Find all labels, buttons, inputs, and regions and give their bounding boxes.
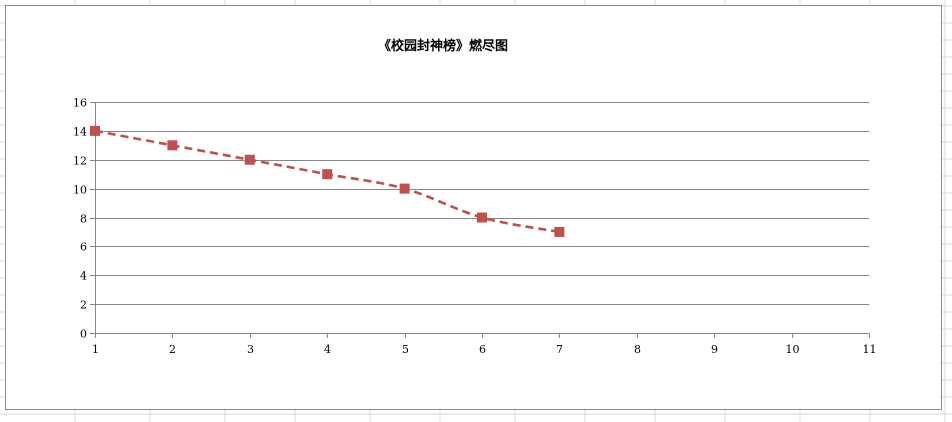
data-point-4[interactable] [322,169,333,180]
data-point-3[interactable] [244,154,255,165]
y-tick-label: 16 [73,97,87,110]
series-line [94,129,560,234]
data-point-6[interactable] [477,212,487,223]
y-tick-label: 4 [80,270,87,283]
chart-area[interactable]: 《校园封神榜》燃尽图 0 2 4 6 8 10 12 14 16 1 2 3 4 5 6 7 8 9 10 11 [5,5,942,410]
x-tick-label: 3 [247,343,254,356]
y-tick-label: 14 [73,126,87,139]
x-tick-label: 5 [402,343,409,356]
x-tick-label: 6 [479,343,486,356]
y-tick-label: 12 [73,155,87,168]
y-tick-label: 8 [80,213,87,226]
x-tick-label: 4 [324,343,331,356]
data-point-2[interactable] [167,140,178,151]
x-tick-label: 10 [786,343,800,356]
y-tick-label: 6 [80,241,87,254]
chart-title: 《校园封神榜》燃尽图 [378,38,508,54]
y-tick-label: 2 [80,299,87,312]
x-tick-label: 2 [169,343,176,356]
x-tick-label: 11 [863,343,877,356]
y-tick-label: 0 [80,328,87,341]
data-point-7[interactable] [554,226,565,237]
x-tick-label: 1 [92,343,99,356]
x-tick-label: 9 [711,343,718,356]
x-tick-label: 7 [556,343,563,356]
y-tick-label: 10 [73,184,87,197]
x-tick-label: 8 [634,343,641,356]
data-point-1[interactable] [90,125,100,136]
data-point-5[interactable] [399,183,410,194]
